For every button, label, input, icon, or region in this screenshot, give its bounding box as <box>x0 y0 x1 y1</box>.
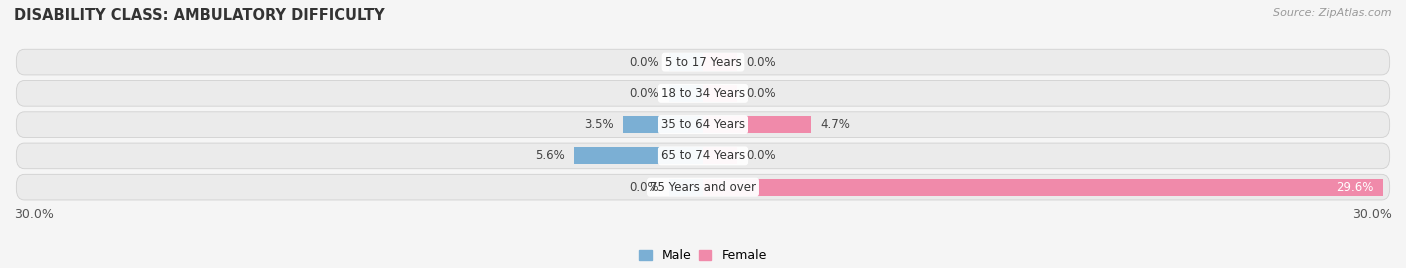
Legend: Male, Female: Male, Female <box>634 244 772 267</box>
Text: Source: ZipAtlas.com: Source: ZipAtlas.com <box>1274 8 1392 18</box>
Bar <box>669 54 703 71</box>
FancyBboxPatch shape <box>17 143 1389 169</box>
Text: 75 Years and over: 75 Years and over <box>650 181 756 194</box>
Text: 0.0%: 0.0% <box>630 87 659 100</box>
Text: DISABILITY CLASS: AMBULATORY DIFFICULTY: DISABILITY CLASS: AMBULATORY DIFFICULTY <box>14 8 385 23</box>
Text: 4.7%: 4.7% <box>820 118 851 131</box>
Bar <box>703 178 1382 196</box>
Text: 30.0%: 30.0% <box>14 209 53 221</box>
Text: 18 to 34 Years: 18 to 34 Years <box>661 87 745 100</box>
Bar <box>623 116 703 133</box>
Bar <box>703 147 738 165</box>
FancyBboxPatch shape <box>17 81 1389 106</box>
Bar <box>669 85 703 102</box>
Text: 0.0%: 0.0% <box>747 149 776 162</box>
Text: 35 to 64 Years: 35 to 64 Years <box>661 118 745 131</box>
FancyBboxPatch shape <box>17 112 1389 137</box>
Text: 30.0%: 30.0% <box>1353 209 1392 221</box>
Text: 3.5%: 3.5% <box>583 118 613 131</box>
Text: 5.6%: 5.6% <box>536 149 565 162</box>
Text: 0.0%: 0.0% <box>630 55 659 69</box>
Bar <box>575 147 703 165</box>
Text: 0.0%: 0.0% <box>630 181 659 194</box>
FancyBboxPatch shape <box>17 174 1389 200</box>
Bar <box>703 116 811 133</box>
Bar <box>703 85 738 102</box>
Bar <box>669 178 703 196</box>
Text: 29.6%: 29.6% <box>1336 181 1374 194</box>
Text: 5 to 17 Years: 5 to 17 Years <box>665 55 741 69</box>
Bar <box>703 54 738 71</box>
FancyBboxPatch shape <box>17 49 1389 75</box>
Text: 65 to 74 Years: 65 to 74 Years <box>661 149 745 162</box>
Text: 0.0%: 0.0% <box>747 87 776 100</box>
Text: 0.0%: 0.0% <box>747 55 776 69</box>
